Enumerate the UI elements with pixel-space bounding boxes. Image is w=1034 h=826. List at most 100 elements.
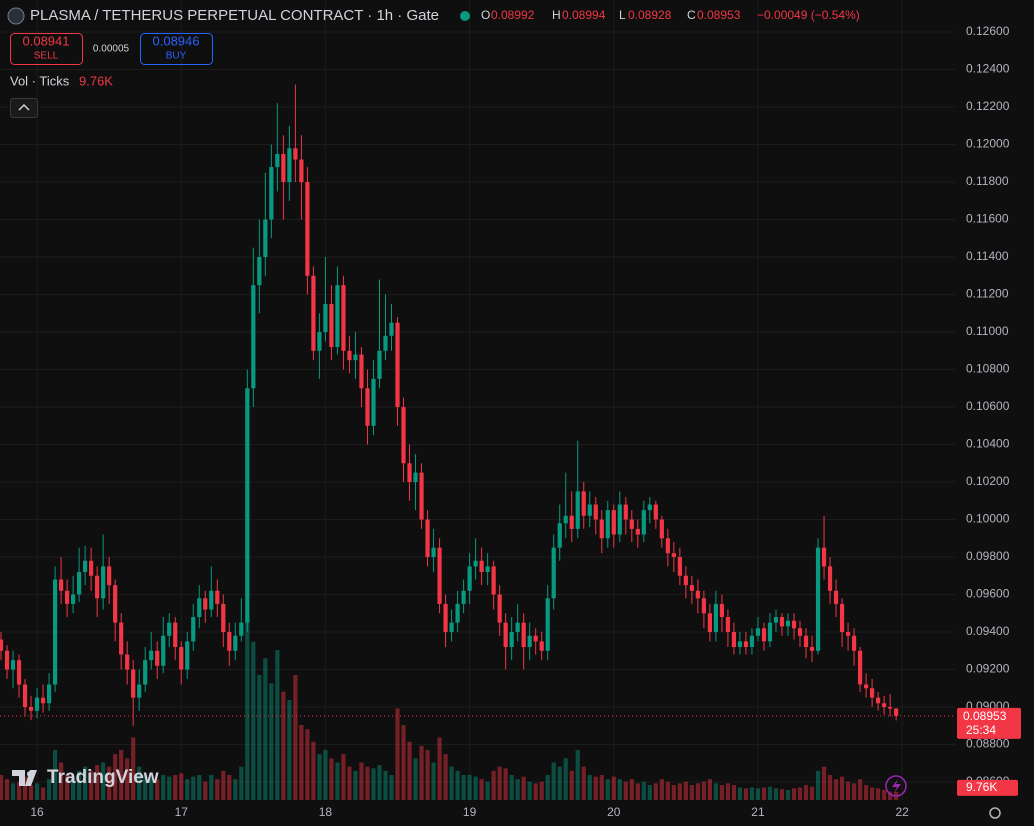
candle-body [425, 519, 430, 558]
y-tick-label: 0.11600 [966, 212, 1009, 226]
y-tick-label: 0.11800 [966, 174, 1009, 188]
candle-body [287, 148, 292, 183]
buy-price: 0.08946 [153, 33, 200, 48]
price-axis [955, 0, 1034, 826]
settings-icon[interactable] [989, 807, 1001, 819]
candle-body [575, 491, 580, 529]
volume-bar [275, 650, 280, 800]
volume-bar [383, 770, 388, 800]
volume-bar [317, 754, 322, 800]
volume-bar [437, 737, 442, 800]
candle-body [755, 628, 761, 636]
volume-bar [737, 787, 743, 800]
candle-body [281, 153, 286, 183]
candle-body [894, 708, 899, 716]
volume-bar [149, 776, 154, 800]
volume-bar [719, 785, 725, 800]
candle-body [419, 472, 424, 520]
y-tick-label: 0.11000 [966, 324, 1009, 338]
candle-body [431, 547, 436, 558]
volume-bar [347, 766, 352, 800]
x-tick-label: 19 [463, 805, 477, 819]
change-label: −0.00049 (−0.54%) [757, 8, 860, 22]
alert-icon[interactable] [885, 775, 907, 797]
candle-body [641, 510, 646, 535]
candle-body [401, 407, 406, 464]
volume-bar [761, 787, 767, 800]
buy-button[interactable] [140, 33, 213, 65]
candle-body [581, 491, 586, 516]
candle-body [569, 515, 574, 529]
candle-body [671, 553, 676, 558]
candle-body [125, 654, 130, 670]
trade-buttons: 0.08941 SELL 0.00005 0.08946 BUY Vol · T… [10, 33, 213, 118]
volume-bar [815, 770, 821, 800]
brand-logo-dot [27, 771, 33, 777]
volume-bar [888, 791, 893, 800]
volume-bar [28, 785, 34, 800]
volume-bar [851, 783, 857, 800]
candle-body [467, 566, 472, 591]
volume-bar [857, 779, 863, 800]
volume-bar [335, 762, 340, 800]
volume-bar [203, 781, 208, 800]
volume-bar [617, 779, 622, 800]
ohlc-prefix: L [619, 8, 626, 22]
volume-bar [119, 750, 124, 800]
candle-body [701, 598, 706, 614]
volume-bar [431, 762, 436, 800]
volume-bar [10, 783, 16, 800]
candle-body [83, 560, 88, 573]
volume-bar [101, 762, 106, 800]
candle-body [647, 504, 652, 511]
volume-bar [803, 785, 809, 800]
candle-body [593, 504, 598, 520]
collapse-button[interactable] [10, 98, 38, 118]
candle-body [839, 603, 845, 633]
volume-bar [731, 785, 737, 800]
volume-bar [797, 787, 803, 800]
candle-body [341, 285, 346, 351]
volume-bar [629, 779, 634, 800]
volume-bar [791, 788, 797, 800]
volume-bar [299, 725, 304, 800]
candle-body [725, 617, 731, 633]
volume-bar [137, 766, 142, 800]
volume-bar [173, 775, 178, 800]
brand: TradingView [12, 767, 159, 788]
candle-body [545, 598, 550, 651]
candle-body [869, 688, 875, 698]
volume-bar [239, 766, 244, 800]
candle-body [269, 167, 274, 220]
volume-bar [281, 691, 286, 800]
candle-body [359, 354, 364, 389]
volume-bar [533, 783, 538, 800]
volume-bar [305, 729, 310, 800]
candle-body [785, 620, 791, 627]
candle-body [689, 585, 694, 591]
volume-bar [635, 783, 640, 800]
candle-body [149, 650, 154, 661]
volume-bar [71, 776, 76, 800]
volume-legend: Vol · Ticks [10, 73, 70, 88]
volume-bar [473, 776, 478, 800]
sell-button[interactable] [10, 33, 83, 65]
volume-bar [569, 770, 574, 800]
volume-bar [389, 775, 394, 800]
candle-body [65, 590, 70, 604]
volume-bar [695, 783, 700, 800]
candle-body [503, 622, 508, 648]
candle-body [257, 257, 262, 286]
candle-body [137, 684, 142, 698]
candle-body [95, 575, 100, 599]
candle-body [437, 547, 442, 604]
ohlc-value: 0.08928 [628, 8, 672, 22]
y-tick-label: 0.10000 [966, 512, 1010, 526]
volume-bar [329, 758, 334, 800]
candle-body [743, 641, 749, 648]
volume-bar [497, 766, 502, 800]
candle-body [143, 660, 148, 685]
header: PLASMA / TETHERUS PERPETUAL CONTRACT · 1… [7, 7, 860, 25]
